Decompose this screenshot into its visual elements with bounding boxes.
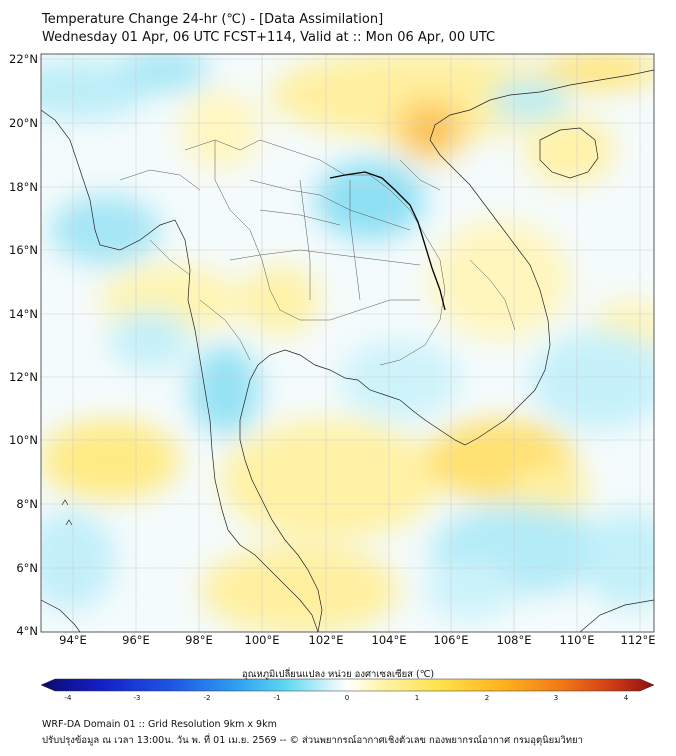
temperature-field [41, 54, 654, 632]
lon-label: 112°E [620, 633, 656, 647]
lon-label: 108°E [496, 633, 532, 647]
lat-label: 4°N [16, 624, 38, 638]
colorbar [40, 678, 655, 692]
coastlines [41, 69, 654, 632]
footer-credit: ปรับปรุงข้อมูล ณ เวลา 13:00น. วัน พ. ที่… [42, 735, 583, 746]
lat-label: 18°N [9, 180, 38, 194]
lon-label: 100°E [244, 633, 280, 647]
lon-label: 96°E [122, 633, 150, 647]
lon-label: 104°E [371, 633, 407, 647]
colorbar-tick: 0 [344, 694, 350, 702]
lat-label: 14°N [9, 307, 38, 321]
lat-label: 20°N [9, 116, 38, 130]
colorbar-tick: -3 [133, 694, 141, 702]
map-frame [40, 53, 655, 633]
lat-label: 6°N [16, 561, 38, 575]
map-subtitle: Wednesday 01 Apr, 06 UTC FCST+114, Valid… [42, 30, 496, 45]
map-title: Temperature Change 24-hr (℃) - [Data Ass… [42, 12, 384, 27]
lat-label: 12°N [9, 370, 38, 384]
footer-model-info: WRF-DA Domain 01 :: Grid Resolution 9km … [42, 719, 277, 730]
lon-label: 102°E [308, 633, 344, 647]
colorbar-tick: 2 [484, 694, 490, 702]
lat-label: 22°N [9, 52, 38, 66]
lat-label: 16°N [9, 243, 38, 257]
colorbar-title: อุณหภูมิเปลี่ยนแปลง หน่วย องศาเซลเซียส (… [241, 669, 435, 680]
colorbar-tick: -2 [203, 694, 211, 702]
lon-label: 106°E [433, 633, 469, 647]
lon-label: 98°E [185, 633, 213, 647]
province-borders [119, 139, 516, 366]
graticule [41, 54, 654, 632]
colorbar-tick: -4 [64, 694, 72, 702]
lon-label: 94°E [59, 633, 87, 647]
colorbar-tick: -1 [273, 694, 281, 702]
mekong-border [329, 171, 446, 311]
colorbar-tick: 4 [623, 694, 629, 702]
lat-label: 8°N [16, 497, 38, 511]
lon-label: 110°E [559, 633, 595, 647]
colorbar-tick: 3 [553, 694, 559, 702]
colorbar-tick: 1 [414, 694, 420, 702]
lat-label: 10°N [9, 433, 38, 447]
